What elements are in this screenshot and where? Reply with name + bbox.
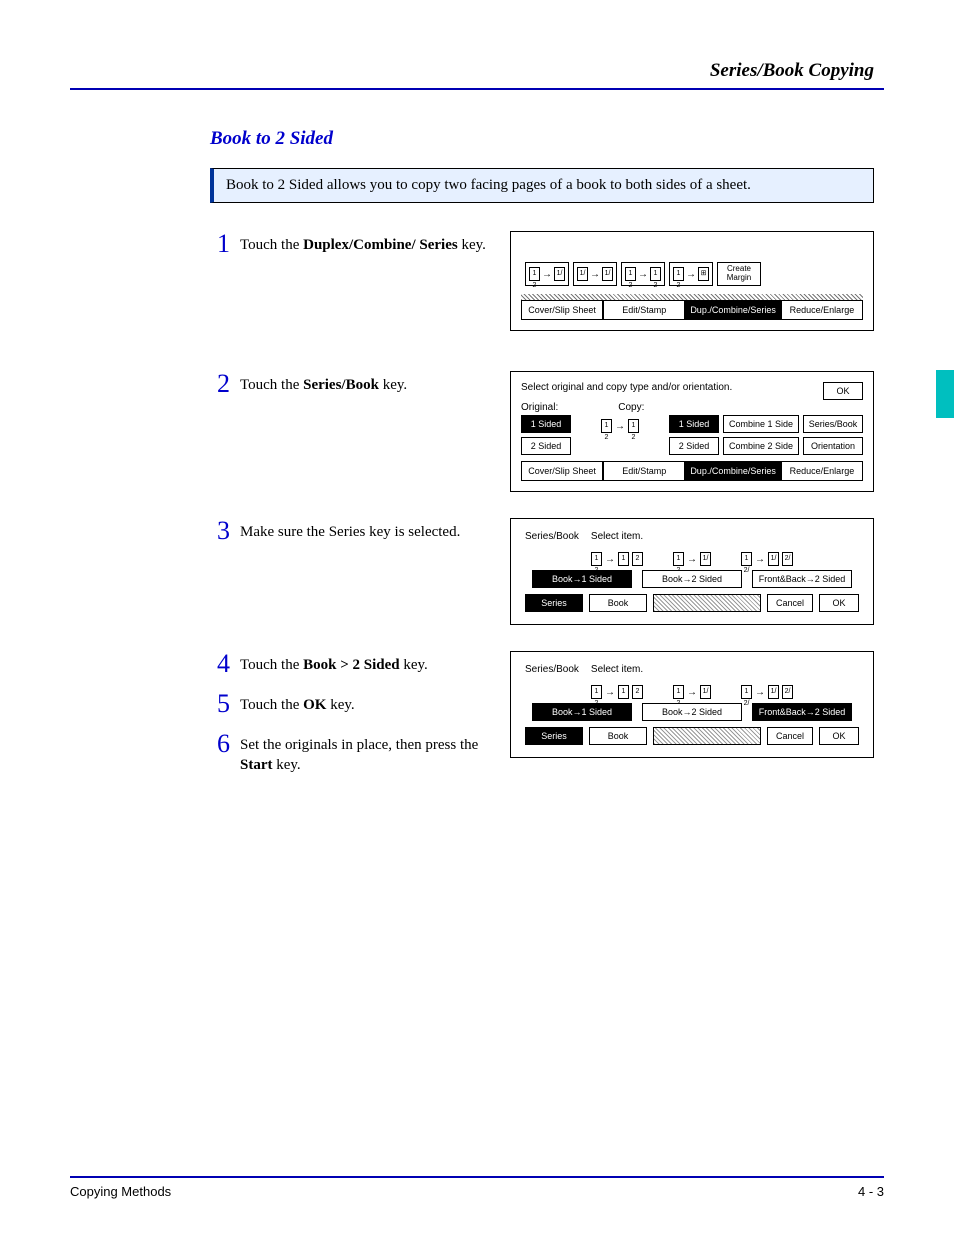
book-to-1sided-button[interactable]: Book→1 Sided <box>532 703 632 721</box>
step-text-bold: Book > 2 Sided <box>303 657 400 673</box>
step-text-bold: Start <box>240 757 273 773</box>
original-2sided-button[interactable]: 2 Sided <box>521 437 571 455</box>
tab-dup-combine-series[interactable]: Dup./Combine/Series <box>685 300 781 320</box>
series-book-button[interactable]: Series/Book <box>803 415 863 433</box>
tab-dup-combine-series[interactable]: Dup./Combine/Series <box>685 461 781 481</box>
cancel-button[interactable]: Cancel <box>767 727 813 745</box>
book-to-1sided-button[interactable]: Book→1 Sided <box>532 570 632 588</box>
panel-title: Series/Book <box>525 664 579 675</box>
footer-chapter-name: Copying Methods <box>70 1184 171 1199</box>
original-1sided-button[interactable]: 1 Sided <box>521 415 571 433</box>
screenshot-original-copy-panel: Select original and copy type and/or ori… <box>510 371 874 492</box>
step-text-fragment: Touch the <box>240 657 303 673</box>
decorative-band <box>653 594 761 612</box>
panel-subtitle: Select item. <box>591 664 643 675</box>
tab-reduce-enlarge[interactable]: Reduce/Enlarge <box>781 300 863 320</box>
step-text-bold: Duplex/Combine/ Series <box>303 237 458 253</box>
header-rule <box>70 88 884 90</box>
panel-title: Series/Book <box>525 531 579 542</box>
book-to-2sided-button[interactable]: Book→2 Sided <box>642 703 742 721</box>
step-text-fragment: key. <box>458 237 486 253</box>
book-tab-button[interactable]: Book <box>589 594 647 612</box>
step-5-text: Touch the OK key. <box>240 691 355 715</box>
step-2-text: Touch the Series/Book key. <box>240 371 407 395</box>
step-text-fragment: Touch the <box>240 377 303 393</box>
footer-page-number: 4 - 3 <box>858 1184 884 1199</box>
front-back-2sided-button[interactable]: Front&Back→2 Sided <box>752 703 852 721</box>
mode-icon[interactable]: 1 2→1/ <box>525 262 569 286</box>
footer-rule <box>70 1176 884 1178</box>
orientation-button[interactable]: Orientation <box>803 437 863 455</box>
page-footer: Copying Methods 4 - 3 <box>70 1176 884 1199</box>
step-text-fragment: Touch the <box>240 697 303 713</box>
step-text-bold: OK <box>303 697 326 713</box>
book-tab-button[interactable]: Book <box>589 727 647 745</box>
ok-button[interactable]: OK <box>823 382 863 400</box>
step-4-text: Touch the Book > 2 Sided key. <box>240 651 428 675</box>
step-text-fragment: key. <box>379 377 407 393</box>
step-number: 1 <box>210 231 230 257</box>
step-text-fragment: key. <box>273 757 301 773</box>
step-6-text: Set the originals in place, then press t… <box>240 731 490 776</box>
cancel-button[interactable]: Cancel <box>767 594 813 612</box>
screenshot-series-book-panel-b: Series/Book Select item. 1 2→12 1 2→1/ 1… <box>510 651 874 758</box>
step-3-text: Make sure the Series key is selected. <box>240 518 460 542</box>
step-number: 3 <box>210 518 230 544</box>
screenshot-series-book-panel-a: Series/Book Select item. 1 2→12 1 2→1/ 1… <box>510 518 874 625</box>
tab-reduce-enlarge[interactable]: Reduce/Enlarge <box>781 461 863 481</box>
step-text-fragment: key. <box>400 657 428 673</box>
book-to-2sided-button[interactable]: Book→2 Sided <box>642 570 742 588</box>
screenshot-duplex-combine-panel: 1 2→1/ 1/→1/ 1 2→1 2 1 2→⊞ Create Margin… <box>510 231 874 331</box>
ok-button[interactable]: OK <box>819 727 859 745</box>
front-back-2sided-button[interactable]: Front&Back→2 Sided <box>752 570 852 588</box>
tab-edit-stamp[interactable]: Edit/Stamp <box>603 461 685 481</box>
header-section-title: Series/Book Copying <box>70 60 884 82</box>
step-number: 6 <box>210 731 230 757</box>
panel-subtitle: Select item. <box>591 531 643 542</box>
combine-1side-button[interactable]: Combine 1 Side <box>723 415 799 433</box>
step-number: 4 <box>210 651 230 677</box>
tab-cover-slip-sheet[interactable]: Cover/Slip Sheet <box>521 300 603 320</box>
step-text-bold: Series/Book <box>303 377 379 393</box>
step-number: 2 <box>210 371 230 397</box>
create-margin-button[interactable]: Create Margin <box>717 262 761 286</box>
mode-icon[interactable]: 1 2→⊞ <box>669 262 713 286</box>
combine-2side-button[interactable]: Combine 2 Side <box>723 437 799 455</box>
mode-icon[interactable]: 1 2→1 2 <box>621 262 665 286</box>
tab-cover-slip-sheet[interactable]: Cover/Slip Sheet <box>521 461 603 481</box>
original-label: Original: <box>521 402 558 413</box>
panel-prompt: Select original and copy type and/or ori… <box>521 382 732 393</box>
step-text-fragment: Set the originals in place, then press t… <box>240 737 478 753</box>
mode-icon[interactable]: 1/→1/ <box>573 262 617 286</box>
step-text-fragment: key. <box>326 697 354 713</box>
ok-button[interactable]: OK <box>819 594 859 612</box>
page-side-tab <box>936 370 954 418</box>
series-tab-button[interactable]: Series <box>525 727 583 745</box>
intro-callout: Book to 2 Sided allows you to copy two f… <box>210 168 874 203</box>
copy-1sided-button[interactable]: 1 Sided <box>669 415 719 433</box>
copy-2sided-button[interactable]: 2 Sided <box>669 437 719 455</box>
series-tab-button[interactable]: Series <box>525 594 583 612</box>
decorative-band <box>653 727 761 745</box>
step-text-fragment: Touch the <box>240 237 303 253</box>
copy-label: Copy: <box>618 402 644 413</box>
step-1-text: Touch the Duplex/Combine/ Series key. <box>240 231 486 255</box>
step-number: 5 <box>210 691 230 717</box>
section-title: Book to 2 Sided <box>210 128 884 150</box>
tab-edit-stamp[interactable]: Edit/Stamp <box>603 300 685 320</box>
